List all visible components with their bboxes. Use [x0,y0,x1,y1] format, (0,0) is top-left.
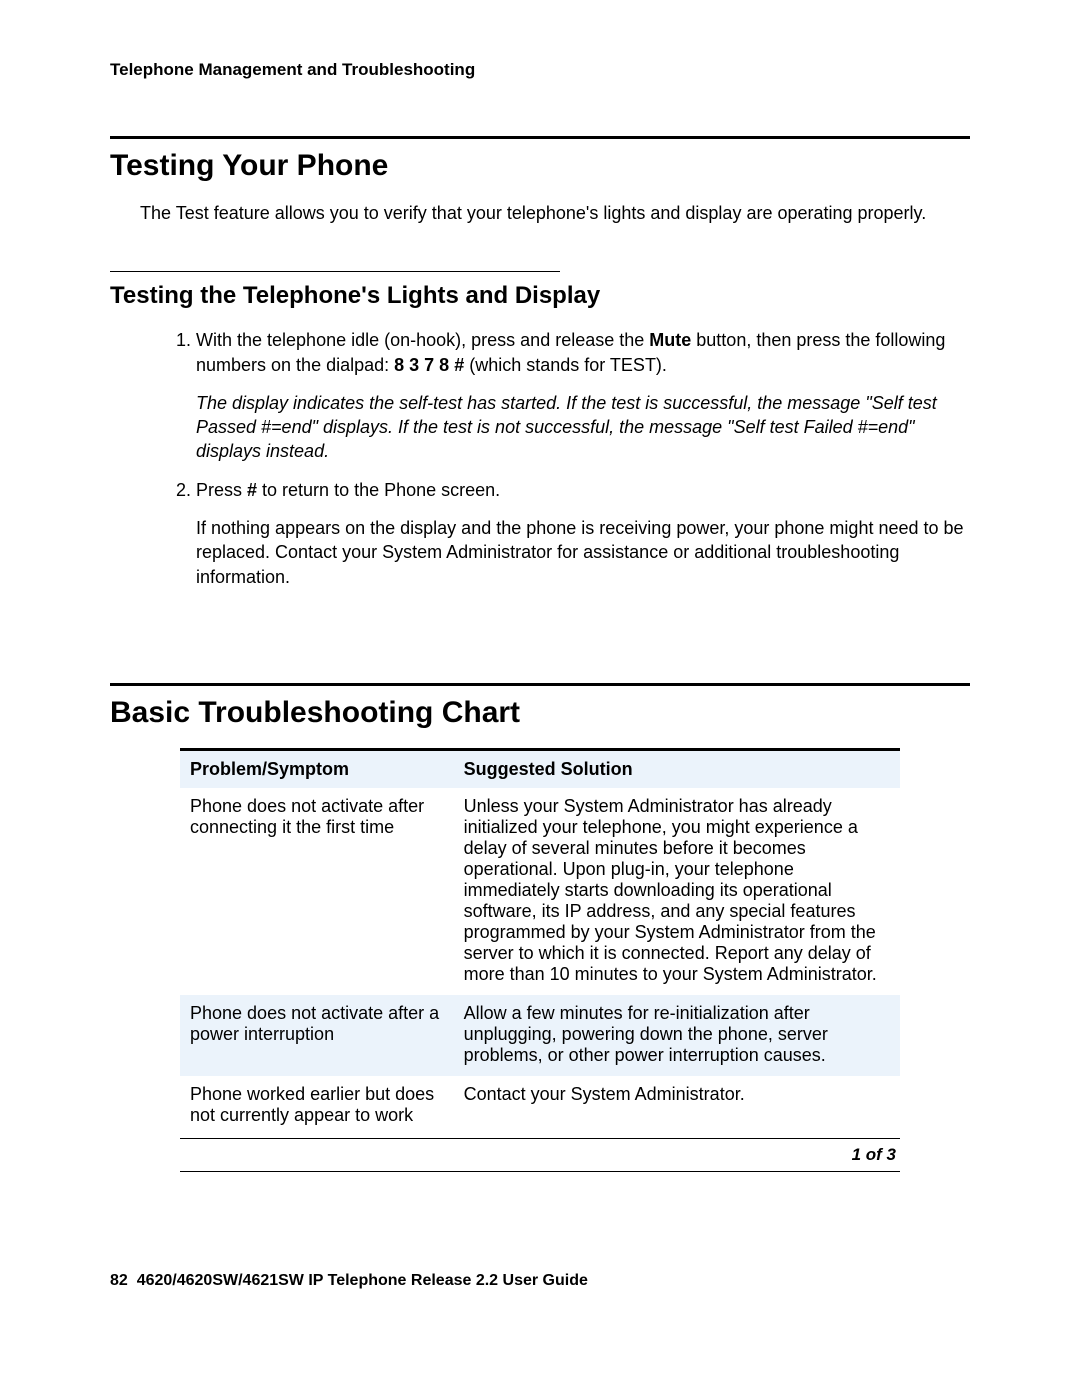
troubleshooting-table: Problem/Symptom Suggested Solution Phone… [180,748,900,1136]
steps-list: With the telephone idle (on-hook), press… [170,328,970,589]
col-header-solution: Suggested Solution [454,749,900,788]
cell-problem: Phone does not activate after connecting… [180,788,454,995]
table-row: Phone does not activate after a power in… [180,995,900,1076]
doc-title: 4620/4620SW/4621SW IP Telephone Release … [137,1272,588,1289]
table-row: Phone worked earlier but does not curren… [180,1076,900,1136]
intro-paragraph: The Test feature allows you to verify th… [140,201,970,225]
step-2: Press # to return to the Phone screen. I… [196,478,970,589]
heading-testing-your-phone: Testing Your Phone [110,149,970,183]
step-1-result: The display indicates the self-test has … [196,391,970,464]
running-header: Telephone Management and Troubleshooting [110,60,970,80]
step-1-code-bold: 8 3 7 8 # [394,355,464,375]
step-2-text-post: to return to the Phone screen. [257,480,500,500]
cell-solution: Allow a few minutes for re-initializatio… [454,995,900,1076]
table-row: Phone does not activate after connecting… [180,788,900,995]
cell-solution: Unless your System Administrator has alr… [454,788,900,995]
step-1-mute-bold: Mute [649,330,691,350]
section-rule-2 [110,683,970,686]
page-number: 82 [110,1272,128,1289]
step-1-text-post: (which stands for TEST). [464,355,667,375]
heading-testing-lights-display: Testing the Telephone's Lights and Displ… [110,282,970,310]
cell-problem: Phone does not activate after a power in… [180,995,454,1076]
step-2-followup: If nothing appears on the display and th… [196,516,970,589]
page-footer: 82 4620/4620SW/4621SW IP Telephone Relea… [110,1272,970,1290]
cell-solution: Contact your System Administrator. [454,1076,900,1136]
subsection-rule [110,271,560,272]
col-header-problem: Problem/Symptom [180,749,454,788]
step-1-text-pre: With the telephone idle (on-hook), press… [196,330,649,350]
step-2-text-pre: Press [196,480,247,500]
section-rule [110,136,970,139]
table-header-row: Problem/Symptom Suggested Solution [180,749,900,788]
cell-problem: Phone worked earlier but does not curren… [180,1076,454,1136]
step-1: With the telephone idle (on-hook), press… [196,328,970,463]
table-pager: 1 of 3 [180,1138,900,1172]
heading-basic-troubleshooting-chart: Basic Troubleshooting Chart [110,696,970,730]
step-2-hash-bold: # [247,480,257,500]
